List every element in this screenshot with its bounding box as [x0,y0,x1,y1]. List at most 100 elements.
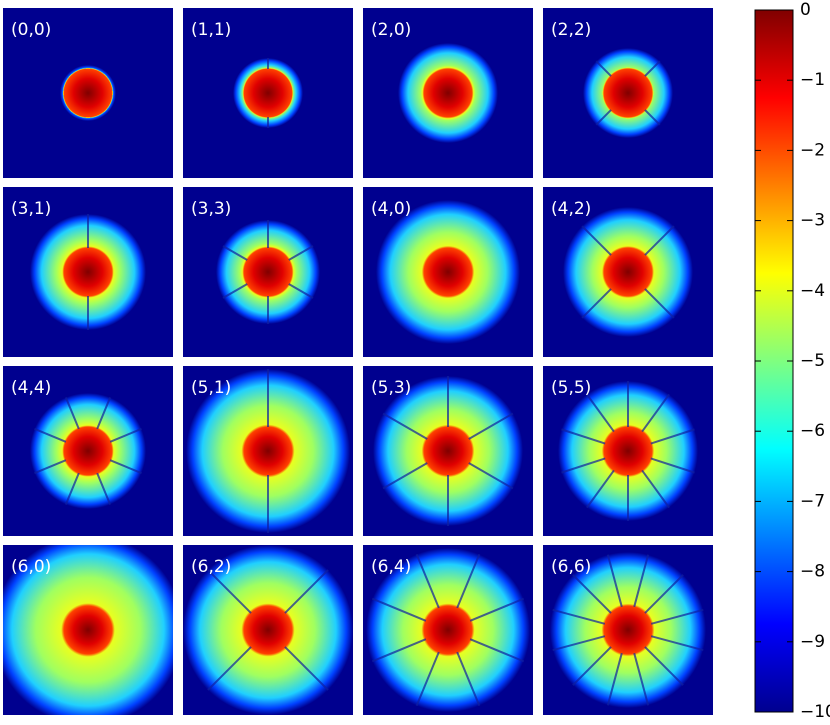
panel: (5,3) [363,366,533,536]
panel-label: (2,0) [371,20,411,40]
nodal-line [606,652,623,706]
intensity-glow [233,58,303,128]
intensity-glow [216,220,320,324]
nodal-line [650,428,695,445]
field-image [186,369,350,533]
intensity-glow [30,393,146,509]
colorbar-tick-label: −2 [800,140,825,160]
nodal-line [96,397,112,430]
nodal-line [641,393,670,433]
nodal-line [572,574,612,614]
nodal-line [382,412,428,440]
intensity-glow [373,376,523,526]
nodal-line [552,635,606,652]
nodal-line [34,427,67,443]
field-image [366,548,530,712]
panel: (6,0) [3,545,173,715]
nodal-line [586,393,615,433]
panel: (5,5) [543,366,713,536]
field-image [563,207,693,337]
nodal-line [468,412,514,440]
colorbar-tick-label: −10 [800,702,830,722]
panel-label: (5,5) [551,378,591,398]
colorbar-tick-label: −4 [800,281,825,301]
colorbar [754,9,794,713]
field-image [30,393,146,509]
field-image [3,545,173,715]
nodal-line [586,469,615,509]
nodal-line [371,597,427,622]
intensity-glow [3,545,173,715]
panel: (4,0) [363,187,533,357]
panel-label: (1,1) [191,20,231,40]
intensity-glow [398,43,498,143]
field-image [376,200,520,344]
nodal-line [572,646,612,686]
intensity-glow [30,214,146,330]
nodal-line [468,462,514,490]
nodal-line [34,459,67,475]
nodal-line [650,635,704,652]
field-image [233,58,303,128]
nodal-line [561,457,606,474]
panel: (4,4) [3,366,173,536]
nodal-line [382,462,428,490]
panel: (6,6) [543,545,713,715]
panel-label: (4,4) [11,378,51,398]
nodal-line [64,472,80,505]
colorbar-tick-label: −5 [800,351,825,371]
intensity-glow [186,369,350,533]
panel-label: (6,6) [551,557,591,577]
panel: (3,1) [3,187,173,357]
colorbar-tick-label: 0 [800,0,811,20]
intensity-glow [366,548,530,712]
nodal-line [581,225,612,256]
colorbar-tick-label: −7 [800,491,825,511]
nodal-line [595,109,612,126]
nodal-line [456,553,481,609]
field-image [216,220,320,324]
panel-label: (4,2) [551,199,591,219]
colorbar-tick-label: −6 [800,421,825,441]
nodal-line [371,638,427,663]
field-image [398,43,498,143]
panel-label: (0,0) [11,20,51,40]
nodal-line [456,651,481,707]
panel: (5,1) [183,366,353,536]
nodal-line [288,245,314,261]
nodal-line [469,597,525,622]
intensity-glow [60,65,116,121]
colorbar-tick-label: −8 [800,562,825,582]
panel-label: (6,0) [11,557,51,577]
nodal-line [595,60,612,77]
panel-label: (5,3) [371,378,411,398]
panel: (6,2) [183,545,353,715]
colorbar-tick-label: −1 [800,70,825,90]
nodal-line [644,288,675,319]
nodal-line [288,283,314,299]
panel-label: (5,1) [191,378,231,398]
nodal-line [606,554,623,608]
panel-label: (6,4) [371,557,411,577]
field-image [60,65,116,121]
nodal-line [64,397,80,430]
nodal-line [284,646,329,691]
nodal-line [644,574,684,614]
nodal-line [415,651,440,707]
nodal-line [644,109,661,126]
panel-label: (6,2) [191,557,231,577]
nodal-line [552,608,606,625]
nodal-line [644,225,675,256]
panel: (3,3) [183,187,353,357]
intensity-glow [376,200,520,344]
nodal-line [644,646,684,686]
panel: (0,0) [3,8,173,178]
nodal-line [109,459,142,475]
panel-label: (2,2) [551,20,591,40]
panel-label: (4,0) [371,199,411,219]
nodal-line [415,553,440,609]
nodal-line [284,569,329,614]
nodal-line [222,283,248,299]
nodal-line [633,554,650,608]
